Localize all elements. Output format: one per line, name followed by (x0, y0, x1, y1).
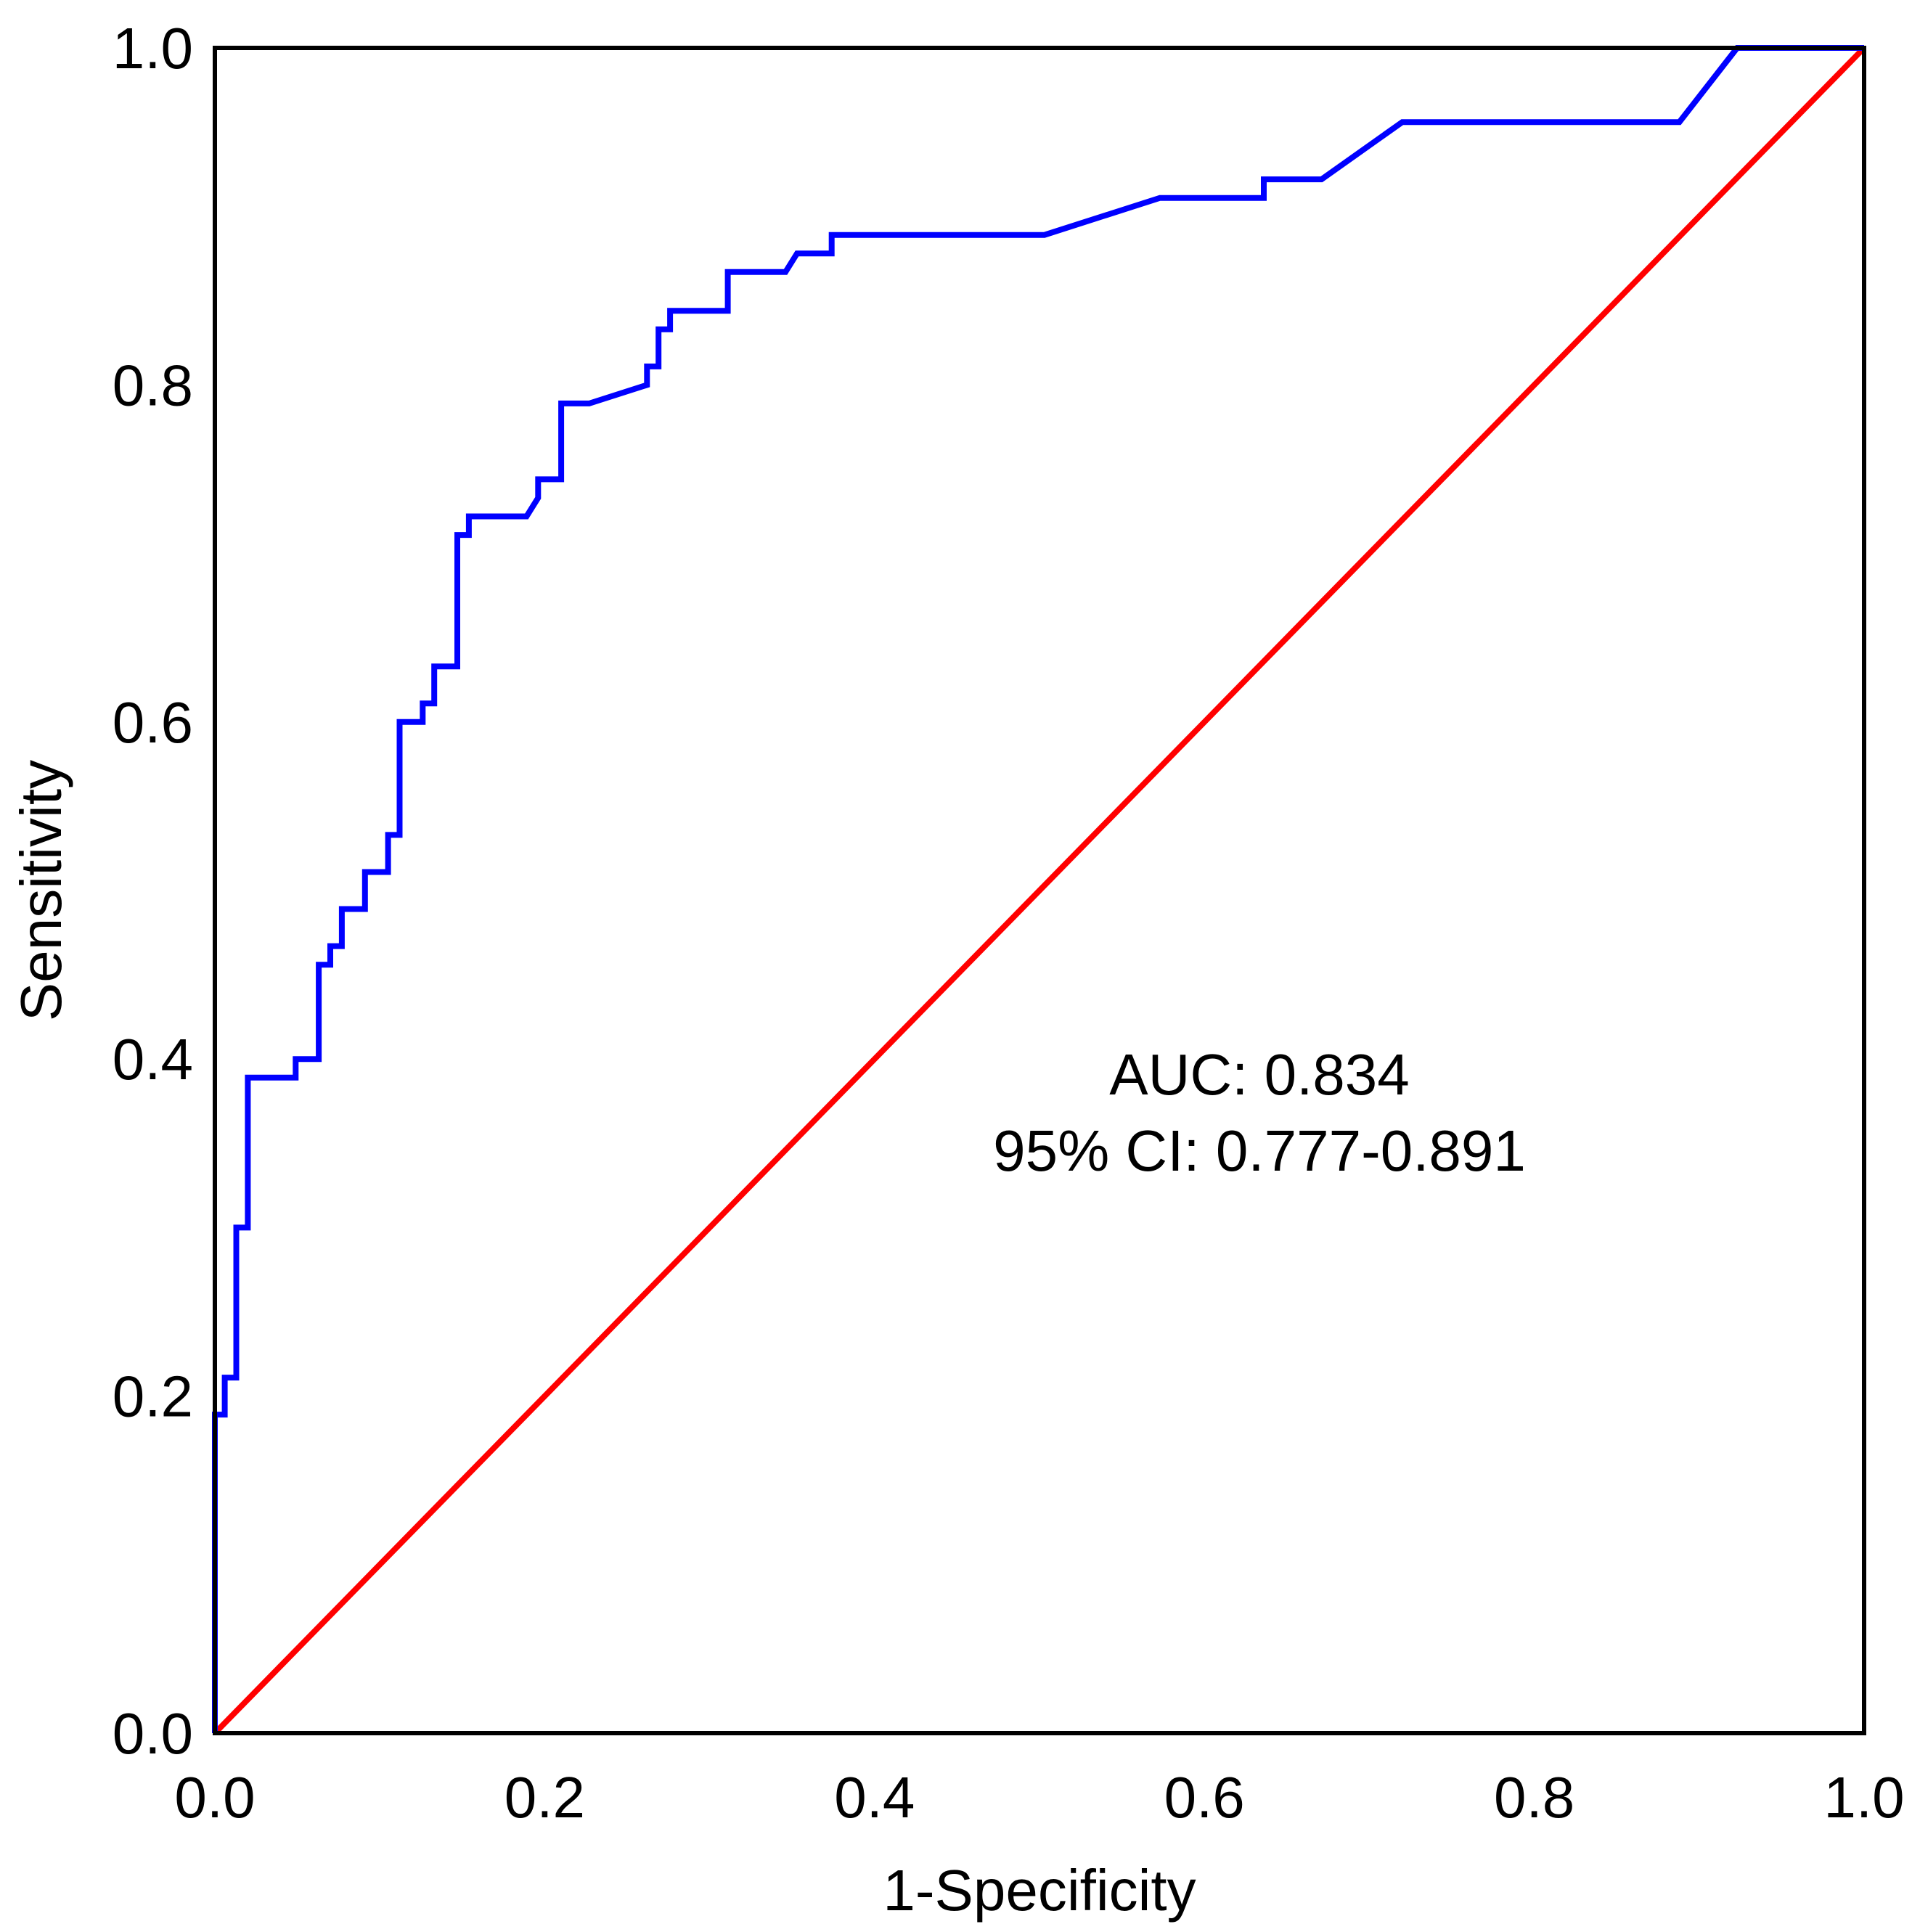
x-tick-label: 0.4 (834, 1765, 915, 1830)
plot-frame (213, 46, 1866, 1735)
x-tick-label: 1.0 (1823, 1765, 1904, 1830)
y-tick-label: 1.0 (113, 16, 193, 81)
x-tick-label: 0.0 (174, 1765, 255, 1830)
y-tick-label: 0.8 (113, 353, 193, 417)
x-tick-label: 0.6 (1164, 1765, 1245, 1830)
x-axis-title: 1-Specificity (883, 1858, 1196, 1923)
y-tick-label: 0.4 (113, 1027, 193, 1092)
y-tick-label: 0.2 (113, 1364, 193, 1429)
y-axis-title: Sensitivity (9, 760, 73, 1021)
ci-annotation: 95% CI: 0.777-0.891 (993, 1118, 1526, 1183)
reference-line (213, 46, 1866, 1735)
x-tick-label: 0.8 (1494, 1765, 1574, 1830)
x-axis-ticks: 0.0 0.2 0.4 0.6 0.8 1.0 (174, 1765, 1904, 1830)
y-axis-ticks: 0.0 0.2 0.4 0.6 0.8 1.0 (113, 16, 193, 1766)
auc-annotation: AUC: 0.834 (1109, 1042, 1410, 1107)
x-tick-label: 0.2 (504, 1765, 585, 1830)
y-tick-label: 0.0 (113, 1701, 193, 1766)
y-tick-label: 0.6 (113, 690, 193, 755)
roc-curve-line (212, 45, 1864, 1733)
